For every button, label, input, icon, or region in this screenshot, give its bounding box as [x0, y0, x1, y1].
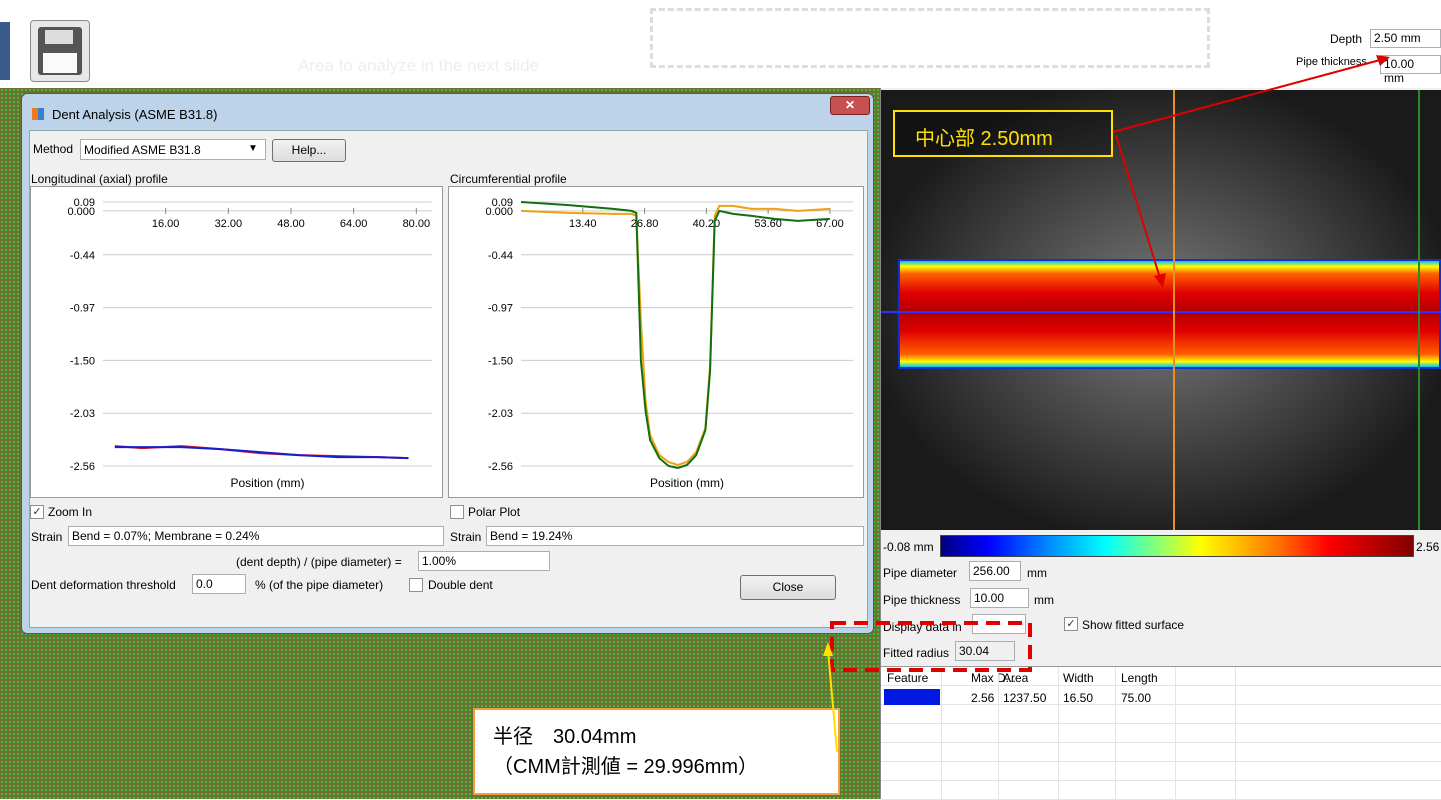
method-select[interactable]: Modified ASME B31.8: [80, 139, 266, 160]
dialog-icon: [32, 108, 44, 120]
column-header: Feature: [887, 671, 928, 685]
display-select[interactable]: [972, 614, 1026, 634]
zoom-label: Zoom In: [48, 505, 92, 519]
checkbox[interactable]: ✓: [1064, 617, 1078, 631]
x-tick-label: 26.80: [631, 218, 659, 230]
x-tick-label: 32.00: [215, 218, 243, 230]
column-divider: [998, 667, 999, 800]
center-line: [881, 311, 1441, 313]
y-tick-label: -0.97: [70, 303, 95, 315]
y-tick-label: -2.56: [70, 461, 95, 473]
feature-swatch: [884, 689, 940, 705]
note-box: 半径 30.04mm （CMM計測値 = 29.996mm）: [473, 708, 840, 795]
x-axis-label: Position (mm): [230, 476, 304, 490]
analyze-area: [650, 8, 1210, 68]
y-tick-label: -0.44: [70, 250, 95, 262]
strain-field: Bend = 0.07%; Membrane = 0.24%: [68, 526, 444, 546]
y-tick-label: -0.44: [488, 250, 513, 262]
threshold-field[interactable]: 0.0: [192, 574, 246, 594]
y-tick-label: 0.000: [485, 206, 513, 218]
thickness-label: Pipe thickness: [1296, 56, 1367, 68]
y-tick-label: -1.50: [70, 355, 95, 367]
open-icon[interactable]: [0, 22, 10, 80]
scale-min: -0.08 mm: [883, 540, 934, 554]
strain-label: Strain: [450, 530, 481, 544]
strain-field: Bend = 19.24%: [486, 526, 864, 546]
chart-title: Longitudinal (axial) profile: [31, 172, 168, 186]
polar-label: Polar Plot: [468, 505, 520, 519]
ratio-field: 1.00%: [418, 551, 550, 571]
page: Area to analyze in the next slide Depth …: [0, 0, 1441, 799]
colorbar: [940, 535, 1414, 557]
help-button[interactable]: Help...: [272, 139, 346, 162]
y-tick-label: -0.97: [488, 303, 513, 315]
y-tick-label: -2.03: [70, 408, 95, 420]
checkbox[interactable]: [450, 505, 464, 519]
save-button[interactable]: [30, 20, 90, 82]
thickness-field[interactable]: 10.00 mm: [1380, 55, 1441, 74]
close-button[interactable]: Close: [740, 575, 836, 600]
close-x[interactable]: ✕: [830, 96, 870, 115]
double-dent-label: Double dent: [428, 578, 493, 592]
table-cell: 16.50: [1063, 691, 1093, 705]
table-cell: 1237.50: [1003, 691, 1046, 705]
y-tick-label: -1.50: [488, 355, 513, 367]
column-header: Width: [1063, 671, 1094, 685]
note-line: 半径 30.04mm: [493, 722, 838, 752]
dialog-title: Dent Analysis (ASME B31.8): [52, 107, 217, 122]
diameter-field[interactable]: 256.00: [969, 561, 1021, 581]
strain-label: Strain: [31, 530, 62, 544]
series-line: [521, 206, 830, 465]
thickness-unit: mm: [1034, 593, 1054, 607]
show-fitted-label: Show fitted surface: [1082, 618, 1184, 632]
y-tick-label: -2.03: [488, 408, 513, 420]
fitted-field: 30.04: [955, 641, 1015, 661]
column-divider: [1115, 667, 1116, 800]
edge-line: [1418, 90, 1420, 530]
callout: 中心部 2.50mm: [893, 110, 1113, 157]
table-cell: 75.00: [1121, 691, 1151, 705]
column-divider: [941, 667, 942, 800]
x-tick-label: 80.00: [403, 218, 431, 230]
column-header: Area: [1003, 671, 1028, 685]
dropdown-arrow: ▼: [248, 143, 258, 154]
chart-title: Circumferential profile: [450, 172, 567, 186]
column-header: Length: [1121, 671, 1158, 685]
checkbox[interactable]: [409, 578, 423, 592]
fitted-label: Fitted radius: [883, 646, 949, 660]
thickness-field[interactable]: 10.00: [970, 588, 1029, 608]
x-tick-label: 13.40: [569, 218, 597, 230]
column-divider: [1175, 667, 1176, 800]
diameter-unit: mm: [1027, 566, 1047, 580]
x-tick-label: 16.00: [152, 218, 180, 230]
threshold-label: Dent deformation threshold: [31, 578, 176, 592]
x-axis-label: Position (mm): [650, 476, 724, 490]
depth-label: Depth: [1330, 32, 1362, 46]
method-label: Method: [33, 142, 73, 156]
thickness-label: Pipe thickness: [883, 593, 960, 607]
series-line: [521, 202, 830, 468]
cursor-line: [1173, 90, 1175, 530]
display-label: Display data in: [883, 620, 962, 634]
checkbox[interactable]: ✓: [30, 505, 44, 519]
diameter-label: Pipe diameter: [883, 566, 957, 580]
threshold-unit: % (of the pipe diameter): [255, 578, 383, 592]
scale-max: 2.56: [1416, 540, 1439, 554]
y-tick-label: -2.56: [488, 461, 513, 473]
ratio-label: (dent depth) / (pipe diameter) =: [236, 555, 402, 569]
annotation: Area to analyze in the next slide: [298, 56, 539, 76]
series-line: [115, 447, 409, 458]
column-divider: [1058, 667, 1059, 800]
table-cell: 2.56: [971, 691, 994, 705]
depth-field[interactable]: 2.50 mm: [1370, 29, 1441, 48]
x-tick-label: 48.00: [277, 218, 305, 230]
dent-heatmap: [898, 259, 1441, 369]
note-line: （CMM計測値 = 29.996mm）: [493, 752, 838, 782]
column-divider: [1235, 667, 1236, 800]
y-tick-label: 0.000: [67, 206, 95, 218]
x-tick-label: 64.00: [340, 218, 368, 230]
